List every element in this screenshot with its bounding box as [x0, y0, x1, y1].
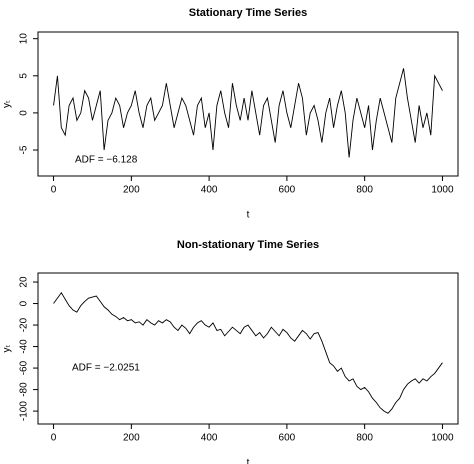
y-tick-label: -5 — [19, 145, 30, 154]
y-axis-label: yₜ — [2, 344, 13, 352]
y-tick-label: 0 — [19, 300, 30, 306]
chart-title: Stationary Time Series — [189, 7, 307, 19]
y-tick-label: 5 — [19, 73, 30, 79]
chart-title: Non-stationary Time Series — [177, 239, 319, 251]
y-tick-label: 0 — [19, 110, 30, 116]
y-tick-label: 10 — [19, 33, 30, 45]
x-axis-label: t — [247, 210, 250, 221]
x-tick-label: 200 — [123, 433, 140, 444]
x-tick-label: 1000 — [431, 185, 454, 196]
y-tick-label: -20 — [19, 317, 30, 332]
annotation: ADF = −2.0251 — [72, 363, 140, 374]
plot-frame — [37, 272, 459, 425]
series-line — [53, 291, 443, 414]
plot-frame — [37, 31, 459, 177]
x-tick-label: 0 — [51, 433, 57, 444]
series-line — [53, 68, 443, 158]
y-tick-label: 20 — [19, 276, 30, 288]
x-tick-label: 800 — [356, 185, 373, 196]
annotation: ADF = −6.128 — [75, 155, 138, 166]
x-tick-label: 1000 — [431, 433, 454, 444]
x-tick-label: 600 — [279, 433, 296, 444]
x-tick-label: 600 — [279, 185, 296, 196]
x-tick-label: 0 — [51, 185, 57, 196]
y-tick-label: -60 — [19, 360, 30, 375]
x-tick-label: 400 — [201, 185, 218, 196]
y-tick-label: -80 — [19, 382, 30, 397]
panel: Stationary Time Series 0 200 400 600 800 1000 -… — [2, 7, 459, 221]
x-axis-label: t — [247, 458, 250, 464]
x-tick-label: 800 — [356, 433, 373, 444]
x-tick-label: 200 — [123, 185, 140, 196]
y-tick-label: -100 — [19, 401, 30, 421]
y-tick-label: -40 — [19, 339, 30, 354]
y-axis-label: yₜ — [2, 100, 13, 108]
x-tick-label: 400 — [201, 433, 218, 444]
